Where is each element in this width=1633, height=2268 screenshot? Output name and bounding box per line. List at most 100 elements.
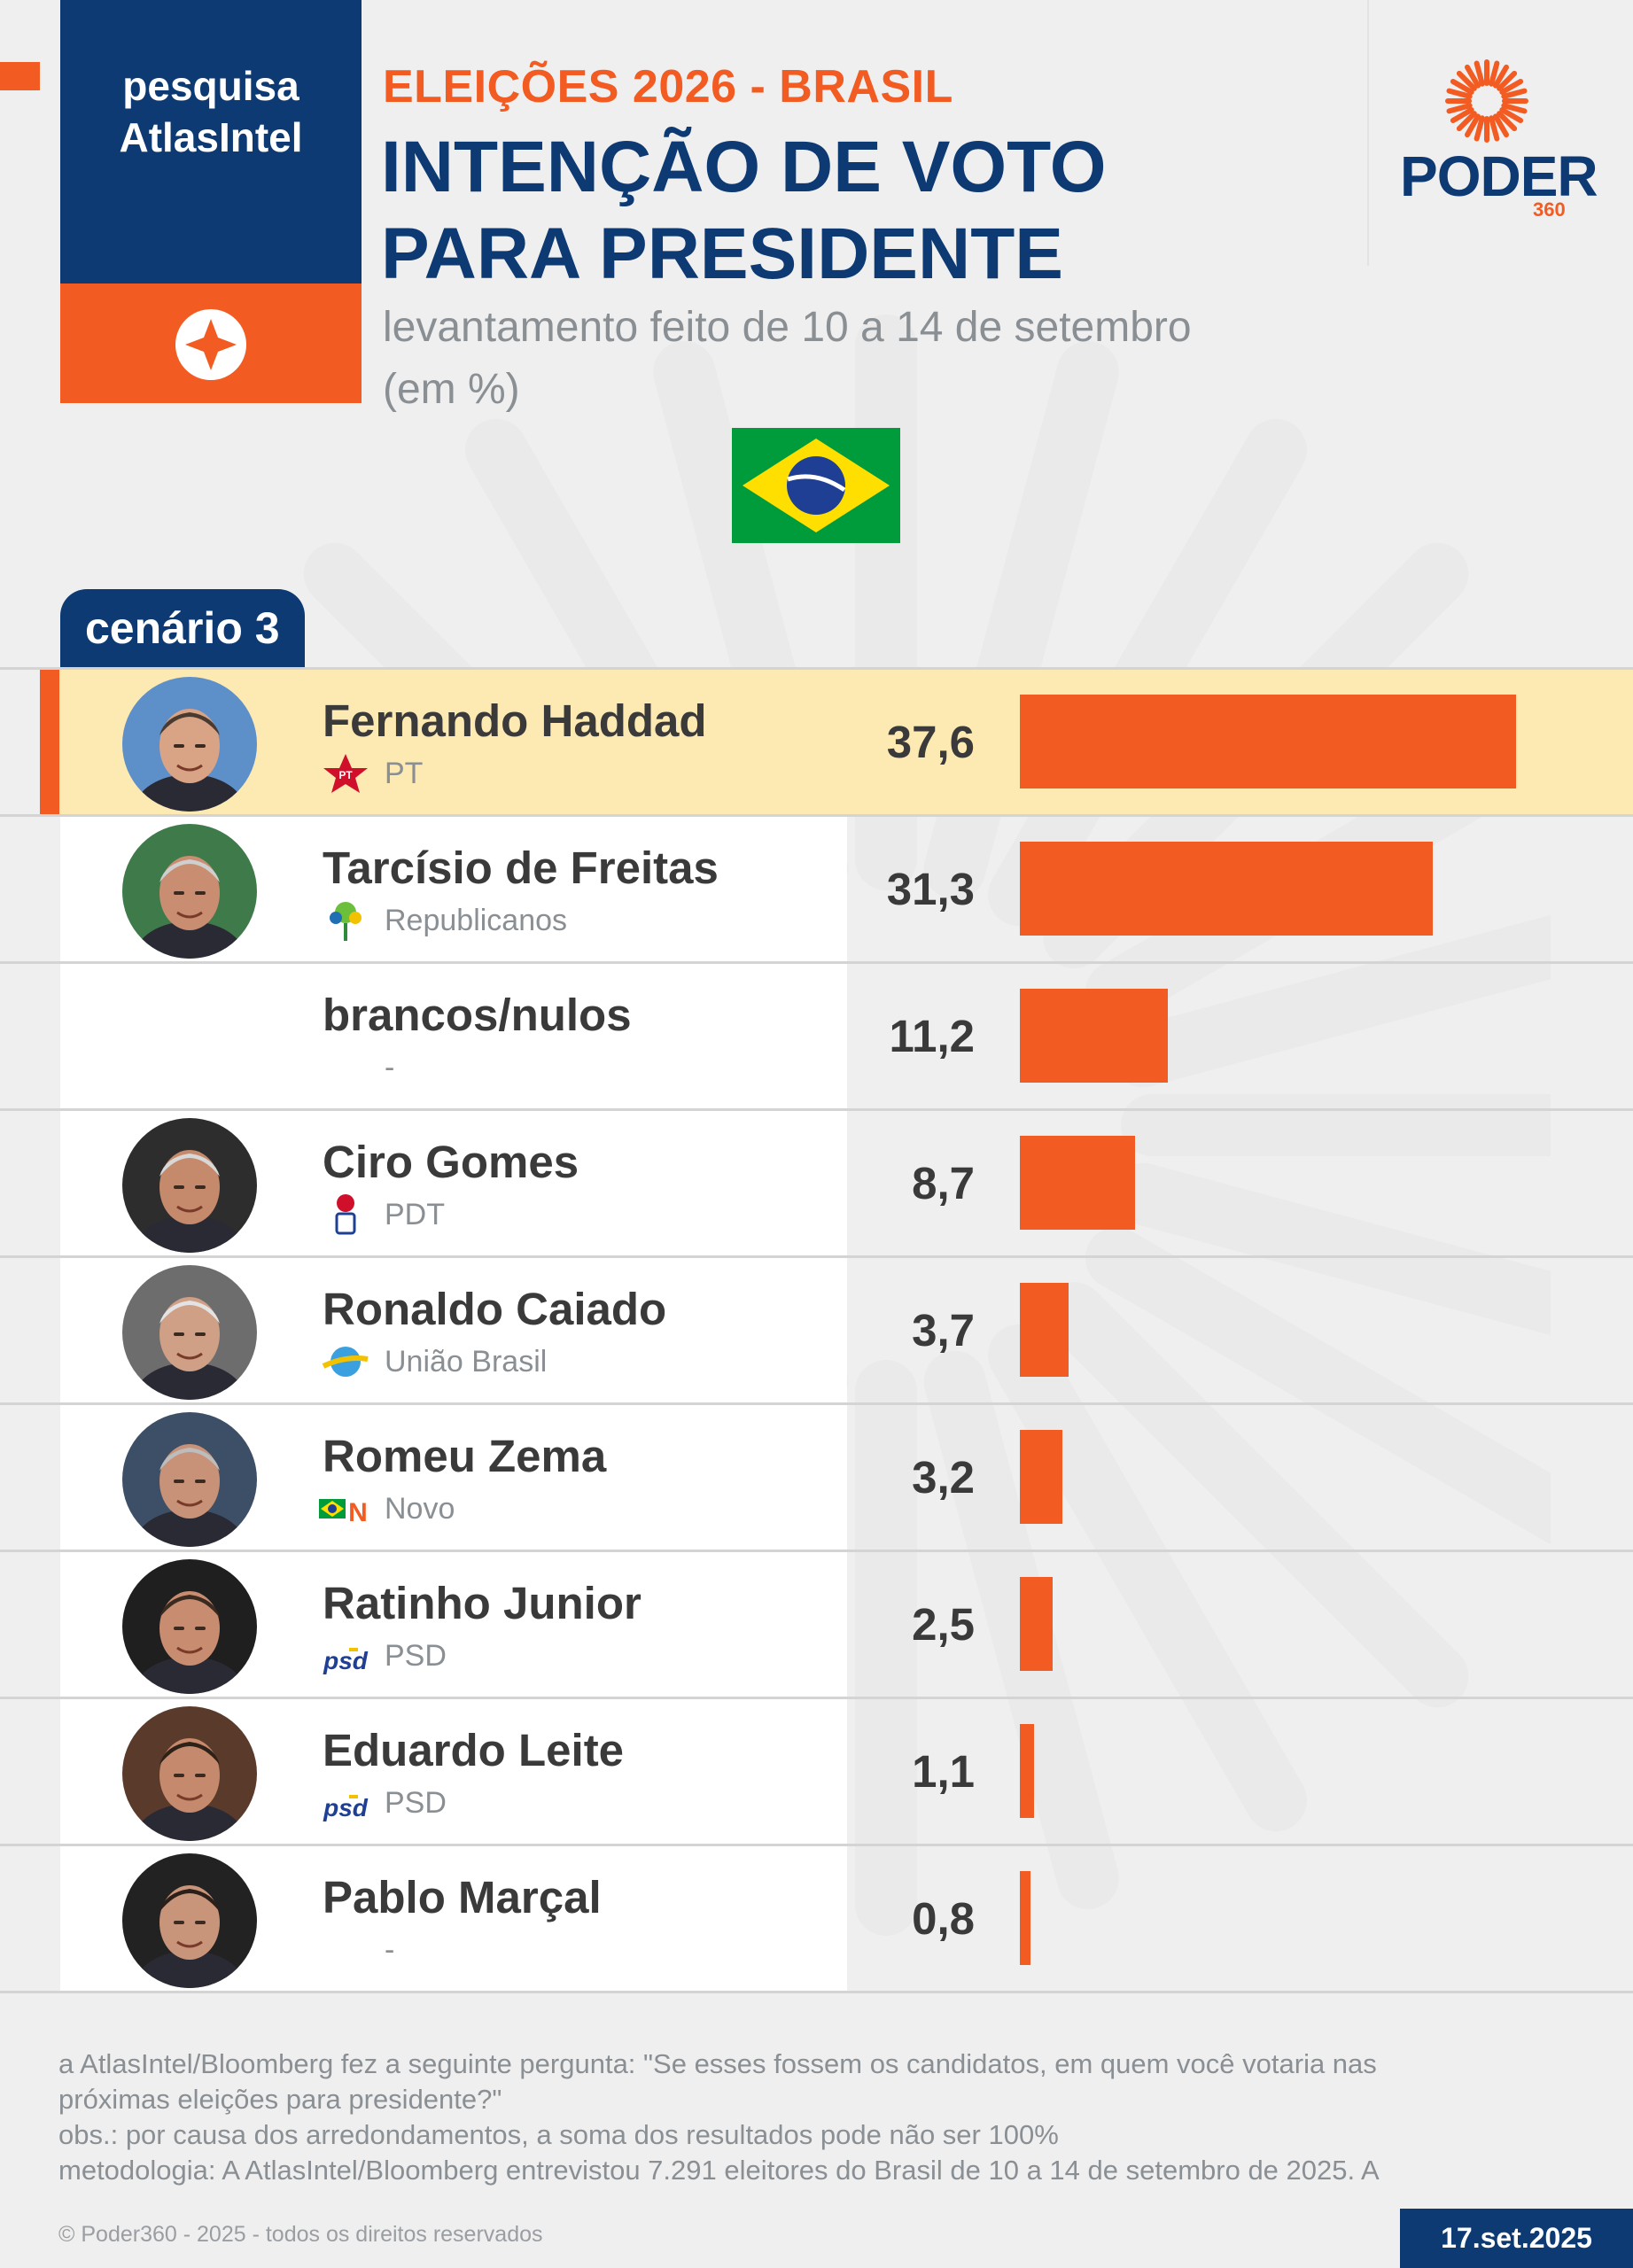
- bar: [1020, 1871, 1030, 1965]
- data-label: 3,2: [912, 1452, 975, 1503]
- subtitle: levantamento feito de 10 a 14 de setembr…: [383, 297, 1357, 421]
- data-label: 37,6: [886, 717, 975, 767]
- poder360-logo-number: 360: [1533, 198, 1566, 221]
- data-label: 31,3: [886, 864, 975, 914]
- candidate-row: Pablo Marçal - 0,8: [0, 1846, 1633, 1993]
- candidate-name: brancos/nulos: [323, 990, 632, 1040]
- footnote-question: a AtlasIntel/Bloomberg fez a seguinte pe…: [58, 2048, 1377, 2079]
- svg-text:psd: psd: [323, 1794, 369, 1821]
- kicker: ELEIÇÕES 2026 - BRASIL: [383, 61, 953, 113]
- row-separator: [0, 1991, 1633, 1993]
- data-label: 2,5: [912, 1599, 975, 1650]
- candidate-row: Ronaldo Caiado União Brasil 3,7: [0, 1258, 1633, 1405]
- row-separator: [0, 1697, 1633, 1699]
- footnote: a AtlasIntel/Bloomberg fez a seguinte pe…: [58, 2047, 1600, 2188]
- party-logo-icon: [319, 898, 372, 943]
- footnote-methodology: metodologia: A AtlasIntel/Bloomberg entr…: [58, 2155, 1380, 2186]
- candidate-row: brancos/nulos - 11,2: [0, 964, 1633, 1111]
- date-badge: 17.set.2025: [1400, 2209, 1633, 2268]
- bar: [1020, 989, 1168, 1083]
- party-name: União Brasil: [385, 1345, 548, 1379]
- party-logo-icon: PT: [319, 751, 372, 796]
- candidate-avatar: [122, 1265, 257, 1400]
- bar: [1020, 1136, 1135, 1230]
- candidate-name: Fernando Haddad: [323, 695, 707, 746]
- bar: [1020, 1724, 1035, 1818]
- copyright: © Poder360 - 2025 - todos os direitos re…: [58, 2222, 543, 2247]
- title-line-1: INTENÇÃO DE VOTO: [381, 127, 1107, 207]
- party-name: PDT: [385, 1198, 445, 1231]
- candidate-avatar: [122, 1118, 257, 1253]
- svg-text:psd: psd: [323, 1647, 369, 1674]
- poder360-logo-text: PODER: [1400, 144, 1598, 208]
- bar: [1020, 1283, 1069, 1377]
- highlight-accent: [40, 670, 59, 814]
- row-separator: [0, 1255, 1633, 1258]
- row-separator: [0, 961, 1633, 964]
- candidate-avatar: [122, 677, 257, 812]
- svg-text:N: N: [348, 1498, 368, 1527]
- list-top-border: [0, 667, 1633, 670]
- data-label: 1,1: [912, 1746, 975, 1797]
- subtitle-line-2: (em %): [383, 366, 520, 413]
- candidate-avatar: [122, 1559, 257, 1694]
- bar: [1020, 1430, 1062, 1524]
- party-name: PSD: [385, 1786, 447, 1820]
- atlasintel-badge: [60, 0, 362, 284]
- scenario-label: cenário 3: [60, 589, 305, 667]
- svg-text:PT: PT: [338, 769, 353, 781]
- candidate-row: Eduardo Leite psd PSD 1,1: [0, 1699, 1633, 1846]
- party-name: PSD: [385, 1639, 447, 1673]
- bar: [1020, 842, 1434, 936]
- candidate-row: Ratinho Junior psd PSD 2,5: [0, 1552, 1633, 1699]
- party-name: -: [385, 1933, 395, 1967]
- candidate-name: Ronaldo Caiado: [323, 1284, 667, 1334]
- data-label: 3,7: [912, 1305, 975, 1355]
- candidate-row: Fernando Haddad PT PT 37,6: [0, 670, 1633, 817]
- party-name: -: [385, 1051, 395, 1084]
- candidate-name: Tarcísio de Freitas: [323, 843, 719, 893]
- row-panel: [60, 964, 847, 1108]
- candidate-name: Ciro Gomes: [323, 1137, 579, 1187]
- candidate-row: Romeu Zema N Novo 3,2: [0, 1405, 1633, 1552]
- page-title: INTENÇÃO DE VOTO PARA PRESIDENTE: [381, 124, 1320, 298]
- atlasintel-logo-icon: [175, 309, 246, 380]
- bar: [1020, 695, 1516, 788]
- party-name: Republicanos: [385, 904, 568, 937]
- row-separator: [0, 1844, 1633, 1846]
- data-label: 11,2: [889, 1011, 975, 1061]
- candidate-avatar: [122, 824, 257, 959]
- header-divider: [1367, 0, 1369, 266]
- bar: [1020, 1577, 1054, 1671]
- brand-line-1: pesquisa: [122, 63, 299, 109]
- row-separator: [0, 814, 1633, 817]
- candidate-avatar: [122, 1706, 257, 1841]
- candidate-row: Ciro Gomes PDT 8,7: [0, 1111, 1633, 1258]
- data-label: 8,7: [912, 1158, 975, 1208]
- candidate-name: Eduardo Leite: [323, 1725, 625, 1775]
- left-accent-tab: [0, 62, 40, 90]
- party-logo-icon: psd: [319, 1634, 372, 1678]
- row-separator: [0, 1108, 1633, 1111]
- row-separator: [0, 1550, 1633, 1552]
- poder360-sun-icon: [1445, 59, 1528, 143]
- title-line-2: PARA PRESIDENTE: [381, 214, 1063, 294]
- footnote-question-cont: próximas eleições para presidente?": [58, 2084, 502, 2115]
- party-name: PT: [385, 757, 424, 790]
- party-logo-icon: [319, 1340, 372, 1384]
- party-name: Novo: [385, 1492, 455, 1526]
- subtitle-line-1: levantamento feito de 10 a 14 de setembr…: [383, 304, 1192, 351]
- candidate-name: Pablo Marçal: [323, 1872, 602, 1922]
- candidate-row: Tarcísio de Freitas Republicanos 31,3: [0, 817, 1633, 964]
- party-logo-icon: psd: [319, 1781, 372, 1825]
- candidate-avatar: [122, 1412, 257, 1547]
- candidate-name: Romeu Zema: [323, 1431, 607, 1481]
- candidate-avatar: [122, 1853, 257, 1988]
- party-logo-icon: N: [319, 1487, 372, 1531]
- footnote-obs: obs.: por causa dos arredondamentos, a s…: [58, 2119, 1059, 2150]
- candidate-name: Ratinho Junior: [323, 1578, 642, 1628]
- data-label: 0,8: [912, 1893, 975, 1944]
- brand-line-2: AtlasIntel: [119, 114, 303, 160]
- brazil-flag-icon: [732, 428, 900, 543]
- atlasintel-label: pesquisa AtlasIntel: [60, 60, 362, 163]
